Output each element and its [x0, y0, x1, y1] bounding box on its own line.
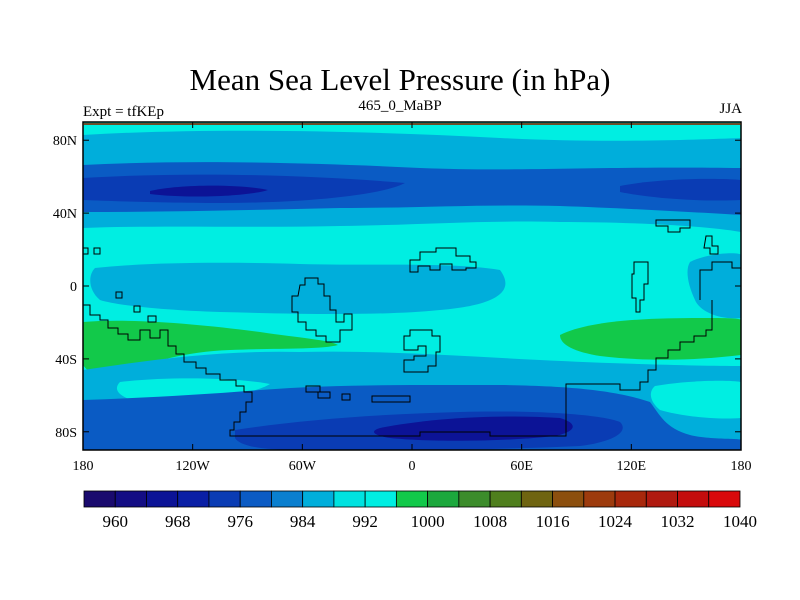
coastline-south-islands	[305, 385, 411, 403]
colorbar-box	[458, 490, 491, 508]
colorbar-box	[614, 490, 647, 508]
lat-tick-label: 40S	[55, 353, 77, 368]
colorbar-box	[302, 490, 335, 508]
colorbar-label: 1016	[536, 512, 570, 531]
field-north-core-east	[620, 178, 741, 201]
longitude-ticks: 180 120W 60W 0 60E 120E 180	[73, 122, 752, 474]
lon-tick-label: 0	[409, 459, 416, 474]
season-label: JJA	[719, 101, 742, 117]
colorbar-label: 960	[102, 512, 128, 531]
colorbar-box	[395, 490, 429, 508]
colorbar-label: 1008	[473, 512, 507, 531]
field-south-green-east	[560, 318, 741, 360]
lat-tick-label: 80N	[53, 134, 77, 149]
pressure-field	[83, 122, 741, 450]
lat-tick-label: 80S	[55, 426, 77, 441]
coastline-small-landmass	[403, 329, 441, 373]
field-south-low	[374, 416, 573, 441]
lon-tick-label: 180	[73, 459, 94, 474]
colorbar-label: 976	[227, 512, 253, 531]
colorbar-box	[708, 490, 741, 508]
colorbar-box	[552, 490, 585, 508]
experiment-label: Expt = tfKEp	[83, 104, 164, 120]
colorbar-box	[146, 490, 179, 508]
field-tropical-band-west	[90, 262, 506, 314]
coastline-east-continent	[699, 261, 741, 300]
colorbar-label: 1024	[598, 512, 633, 531]
colorbar-box	[271, 490, 304, 508]
coastline-central-island	[291, 277, 353, 343]
field-south-cyan-patch-east	[650, 380, 741, 419]
coastline-east-islands	[703, 235, 719, 255]
field-south-cyan-patch-west	[116, 378, 270, 403]
lat-tick-label: 0	[70, 280, 77, 295]
lon-tick-label: 180	[731, 459, 752, 474]
colorbar-label: 992	[352, 512, 378, 531]
colorbar-label: 1032	[661, 512, 695, 531]
period-label: 465_0_MaBP	[358, 98, 442, 114]
colorbar-box	[677, 490, 710, 508]
lon-tick-label: 60W	[289, 459, 317, 474]
colorbar-label: 1000	[411, 512, 445, 531]
coastline-north-coast	[409, 247, 477, 273]
coastline-west-islands	[83, 247, 157, 323]
colorbar-box	[489, 490, 522, 508]
lon-tick-label: 120E	[617, 459, 647, 474]
coastlines	[83, 219, 741, 437]
field-north-low-west	[150, 185, 268, 197]
colorbar-box	[239, 490, 272, 508]
colorbar-box	[114, 490, 147, 508]
colorbar-box	[333, 490, 366, 508]
colorbar-box	[83, 490, 116, 508]
map-title: Mean Sea Level Pressure (in hPa)	[189, 62, 611, 97]
colorbar-box	[208, 490, 241, 508]
coastline-east-peninsula	[631, 261, 649, 313]
colorbar-box	[364, 490, 397, 508]
latitude-ticks: 80N 40N 0 40S 80S	[53, 134, 741, 441]
colorbar-box	[520, 490, 553, 508]
lat-tick-label: 40N	[53, 207, 77, 222]
coastline-north-east	[655, 219, 691, 233]
colorbar-box	[177, 490, 210, 508]
colorbar: 960 968 976 984 992 1000 1008 1016 1024 1032 1040	[83, 490, 757, 531]
lon-tick-label: 120W	[176, 459, 211, 474]
colorbar-box	[583, 490, 616, 508]
lon-tick-label: 60E	[510, 459, 533, 474]
coastline-south-continent	[83, 300, 713, 437]
colorbar-box	[427, 490, 460, 508]
colorbar-box	[645, 490, 678, 508]
colorbar-label: 968	[165, 512, 191, 531]
colorbar-label: 1040	[723, 512, 757, 531]
colorbar-label: 984	[290, 512, 316, 531]
